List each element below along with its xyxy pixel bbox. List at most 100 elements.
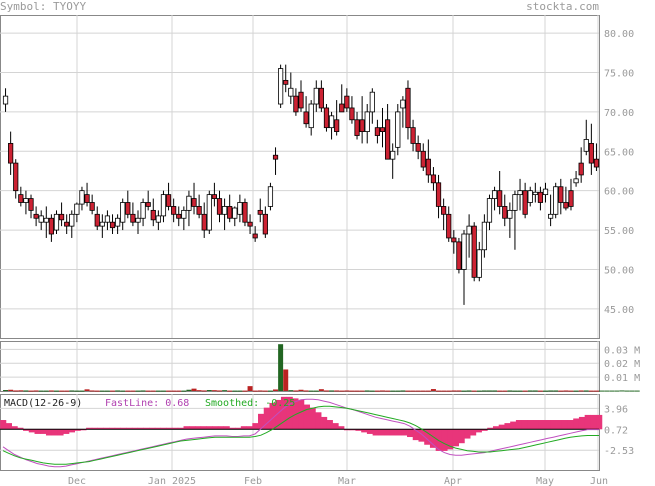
candle-body: [583, 139, 589, 152]
candle-body: [410, 127, 416, 144]
macd-histogram-bar: [206, 426, 213, 430]
candle-body: [145, 202, 151, 207]
macd-histogram-bar: [11, 426, 18, 430]
volume-bar: [191, 388, 197, 391]
volume-bar: [130, 390, 136, 392]
volume-bar: [553, 390, 559, 392]
candle-body: [369, 91, 375, 113]
volume-bar: [563, 390, 569, 392]
volume-bar: [415, 390, 421, 392]
macd-histogram-bar: [114, 427, 121, 430]
candle-body: [267, 186, 274, 207]
macd-histogram-bar: [492, 426, 500, 430]
volume-bar: [425, 390, 431, 392]
macd-histogram-bar: [429, 429, 437, 448]
macd-histogram-bar: [458, 429, 465, 444]
price-tick-label: 75.00: [604, 69, 634, 80]
candle-body: [349, 107, 355, 121]
price-tick-label: 60.00: [604, 187, 634, 198]
volume-bar: [364, 390, 370, 392]
price-tick-label: 45.00: [604, 305, 634, 316]
macd-histogram-bar: [217, 426, 225, 430]
volume-bar: [273, 389, 279, 391]
candle-body: [425, 158, 431, 176]
candle-body: [568, 190, 574, 207]
candle-body: [196, 206, 202, 215]
volume-bar: [344, 390, 350, 392]
candle-body: [257, 209, 263, 215]
volume-bar: [512, 390, 518, 392]
candle-body: [344, 95, 350, 109]
volume-bar: [99, 390, 105, 392]
volume-bar: [79, 390, 85, 392]
macd-histogram-bar: [149, 427, 156, 430]
volume-bar: [517, 390, 523, 392]
candle-body: [8, 143, 14, 164]
volume-bar: [160, 390, 166, 392]
macd-histogram-bar: [269, 403, 276, 430]
macd-histogram-bar: [533, 420, 540, 430]
macd-histogram-bar: [544, 420, 551, 430]
volume-bar: [461, 390, 467, 392]
macd-histogram-bar: [177, 427, 184, 430]
volume-bar: [578, 390, 584, 392]
volume-bar: [262, 390, 268, 392]
volume-bar: [349, 390, 355, 392]
macd-histogram-bar: [372, 429, 379, 436]
candle-body: [79, 190, 85, 205]
candle-body: [537, 191, 544, 203]
candle-body: [328, 115, 335, 129]
volume-bar: [288, 390, 294, 392]
x-tick-label: Dec: [68, 476, 86, 486]
candle-body: [262, 213, 268, 235]
candle-body: [400, 99, 406, 109]
volume-bar: [507, 390, 513, 392]
candle-body: [18, 194, 24, 203]
macd-histogram-bar: [252, 423, 259, 430]
x-tick-label: Apr: [444, 476, 462, 486]
candle-body: [94, 213, 100, 227]
volume-bar: [624, 390, 630, 392]
candle-body: [466, 225, 472, 235]
candle-body: [23, 198, 29, 203]
candle-body: [384, 119, 391, 160]
macd-histogram-bar: [515, 420, 523, 430]
candle-body: [441, 206, 447, 215]
macd-histogram-bar: [28, 429, 35, 433]
macd-tick-label: -2.53: [604, 446, 634, 457]
macd-histogram-bar: [143, 427, 150, 430]
macd-histogram-bar: [498, 424, 505, 430]
candle-body: [33, 213, 39, 219]
volume-bar: [481, 390, 487, 392]
volume-bar: [155, 390, 161, 392]
volume-bar: [359, 390, 365, 392]
volume-tick-label: 0.01 M: [604, 373, 640, 384]
macd-histogram-bar: [510, 421, 517, 430]
volume-bar: [619, 390, 625, 392]
macd-histogram-bar: [51, 429, 58, 436]
macd-histogram-bar: [34, 429, 41, 434]
candle-body: [221, 206, 228, 215]
volume-bar: [471, 390, 477, 392]
macd-histogram-bar: [0, 420, 7, 430]
candle-body: [323, 107, 330, 129]
volume-bar: [13, 390, 19, 392]
volume-bar: [599, 390, 605, 392]
volume-bar: [497, 390, 503, 392]
volume-bar: [430, 389, 436, 391]
volume-bar: [446, 390, 452, 392]
macd-histogram-bar: [97, 427, 104, 430]
volume-bar: [303, 390, 309, 392]
volume-bar: [48, 390, 54, 392]
candle-body: [522, 190, 528, 215]
candle-body: [339, 103, 345, 113]
volume-bar: [8, 389, 14, 391]
candle-body: [53, 213, 60, 231]
volume-bar: [420, 390, 426, 392]
candle-body: [486, 198, 493, 223]
volume-bar: [502, 390, 508, 392]
macd-histogram-bar: [91, 427, 98, 430]
candle-body: [120, 202, 126, 223]
x-tick-label: May: [536, 476, 554, 486]
macd-histogram-bar: [160, 427, 167, 430]
